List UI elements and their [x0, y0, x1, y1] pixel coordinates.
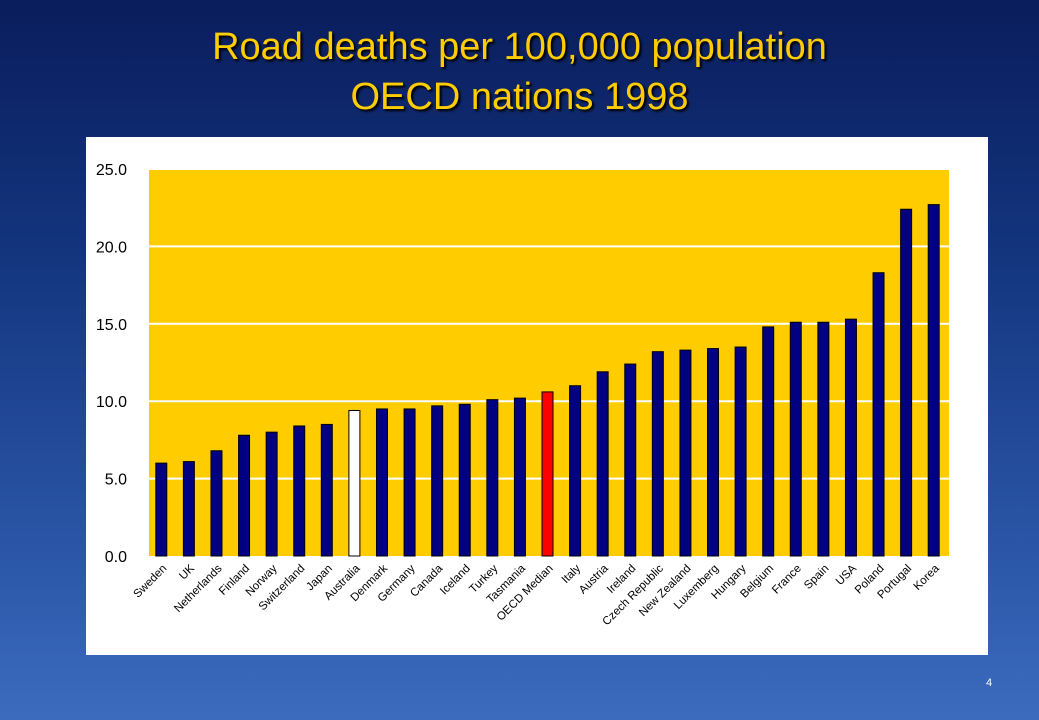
bar-sweden [155, 462, 168, 557]
bar-canada [431, 405, 444, 557]
bar-iceland [458, 403, 471, 557]
bar-uk [182, 461, 195, 557]
bar-poland [872, 272, 885, 557]
bar-finland [238, 434, 251, 557]
x-tick-label: Spain [802, 563, 831, 592]
bar-austria [596, 371, 609, 557]
title-line-1: Road deaths per 100,000 population [212, 26, 827, 68]
y-tick-label: 15.0 [96, 317, 127, 334]
x-tick-label: Austria [577, 562, 611, 596]
bar-italy [569, 385, 582, 557]
bar-norway [265, 431, 278, 557]
bar-australia [348, 409, 361, 557]
x-tick-label: Italy [560, 562, 584, 586]
slide-title: Road deaths per 100,000 population OECD … [0, 22, 1039, 122]
bar-ireland [624, 363, 637, 557]
y-tick-label: 25.0 [96, 162, 127, 179]
x-tick-label: Sweden [132, 563, 170, 601]
bar-hungary [734, 346, 747, 557]
bar-france [789, 321, 802, 557]
x-tick-label: France [770, 563, 804, 597]
bar-new-zealand [679, 349, 692, 557]
bar-korea [927, 204, 940, 557]
y-tick-label: 20.0 [96, 239, 127, 256]
bar-portugal [900, 208, 913, 557]
chart-panel: 0.0 5.0 10.0 15.0 20.0 25.0 Sweden UK Netherland… [86, 137, 988, 655]
x-tick-label: Iceland [438, 563, 473, 598]
bar-switzerland [293, 425, 306, 557]
bar-spain [817, 321, 830, 557]
bar-japan [320, 423, 333, 557]
y-tick-label: 0.0 [105, 549, 127, 566]
y-tick-label: 5.0 [105, 472, 127, 489]
bar-tasmania [513, 397, 526, 557]
y-tick-label: 10.0 [96, 394, 127, 411]
bar-usa [844, 318, 857, 557]
bar-luxemberg [707, 348, 720, 557]
bar-oecd-median [541, 391, 554, 557]
bar-germany [403, 408, 416, 557]
x-tick-label: UK [177, 562, 197, 582]
page-number: 4 [985, 677, 993, 689]
bar-turkey [486, 399, 499, 557]
bar-netherlands [210, 450, 223, 557]
bar-belgium [762, 326, 775, 557]
bar-denmark [375, 408, 388, 557]
x-tick-label: Korea [912, 562, 943, 593]
bar-czech-republic [651, 351, 664, 557]
title-line-2: OECD nations 1998 [350, 76, 689, 118]
